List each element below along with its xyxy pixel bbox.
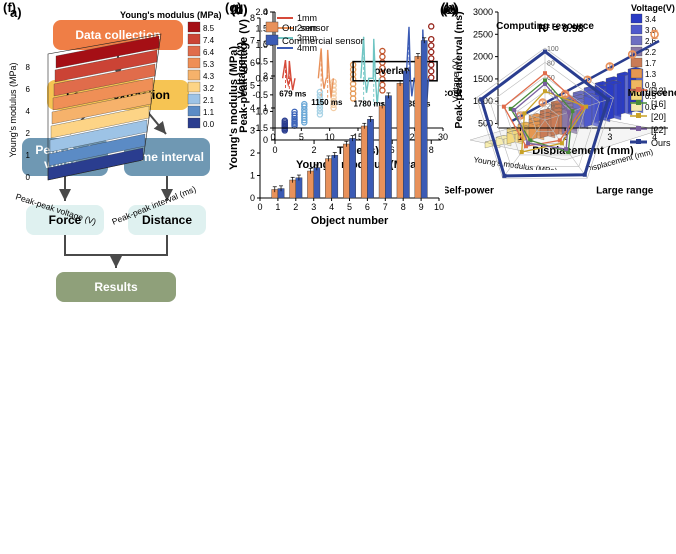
panel-h: (h) Computing resourceMultisceneLarge ra… <box>445 0 676 229</box>
fc-res: Results <box>56 272 176 302</box>
svg-text:Commercial sensor: Commercial sensor <box>282 36 364 47</box>
svg-text:Peak-peak interval (ms): Peak-peak interval (ms) <box>110 184 197 227</box>
chart-h: Computing resourceMultisceneLarge rangeS… <box>445 0 676 229</box>
svg-text:2: 2 <box>293 202 298 212</box>
svg-text:Young's modulus (MPa): Young's modulus (MPa) <box>120 10 221 20</box>
svg-text:7: 7 <box>250 36 255 46</box>
svg-text:Low cost: Low cost <box>445 88 463 99</box>
svg-text:7: 7 <box>383 202 388 212</box>
svg-text:2.1: 2.1 <box>203 96 215 105</box>
panel-label-h: (h) <box>441 0 458 15</box>
svg-text:8: 8 <box>250 13 255 23</box>
svg-text:[22]: [22] <box>651 125 666 135</box>
svg-text:5.3: 5.3 <box>203 60 215 69</box>
svg-text:3: 3 <box>311 202 316 212</box>
svg-text:80: 80 <box>547 60 555 67</box>
svg-text:3: 3 <box>250 126 255 136</box>
svg-text:1: 1 <box>250 171 255 181</box>
svg-text:Peak-peak voltage (V): Peak-peak voltage (V) <box>14 191 97 227</box>
svg-text:8: 8 <box>26 63 31 72</box>
panel-g: (g) 0 1 2 3 4 5 6 7 8 9 10 0 1 2 3 4 5 6 7 8 Object number Yo… <box>225 0 445 229</box>
svg-text:Computing resource: Computing resource <box>496 21 594 32</box>
svg-text:Self-power: Self-power <box>445 185 494 196</box>
svg-text:0: 0 <box>257 202 262 212</box>
svg-text:5: 5 <box>347 202 352 212</box>
svg-text:6: 6 <box>365 202 370 212</box>
svg-text:100: 100 <box>547 46 559 53</box>
chart-f: Young's modulus (MPa) Peak-peak voltage (… <box>0 0 225 229</box>
svg-text:Object number: Object number <box>311 215 389 227</box>
svg-text:Large range: Large range <box>596 185 654 196</box>
svg-text:[20]: [20] <box>651 112 666 122</box>
panel-f: (f) Young's modulus (MPa) Peak-peak volta… <box>0 0 225 229</box>
svg-text:1.1: 1.1 <box>203 108 215 117</box>
svg-text:0: 0 <box>250 193 255 203</box>
svg-text:6: 6 <box>250 58 255 68</box>
svg-text:Ours: Ours <box>651 138 671 148</box>
svg-text:4.3: 4.3 <box>203 72 215 81</box>
svg-text:2: 2 <box>250 148 255 158</box>
svg-text:1: 1 <box>26 151 31 160</box>
chart-g: 0 1 2 3 4 5 6 7 8 9 10 0 1 2 3 4 5 6 7 8 Object number Young'… <box>225 0 445 229</box>
svg-text:4: 4 <box>26 107 31 116</box>
svg-text:[13]: [13] <box>651 86 666 96</box>
svg-text:8: 8 <box>401 202 406 212</box>
svg-text:20: 20 <box>547 104 555 111</box>
svg-text:7.4: 7.4 <box>203 36 215 45</box>
svg-text:0.0: 0.0 <box>203 120 215 129</box>
svg-text:9: 9 <box>419 202 424 212</box>
panel-label-g: (g) <box>225 0 242 15</box>
svg-text:Young's modulus (MPa): Young's modulus (MPa) <box>8 63 18 158</box>
svg-text:6: 6 <box>26 85 31 94</box>
svg-text:Young's modulus (MPa): Young's modulus (MPa) <box>228 46 240 170</box>
svg-text:2: 2 <box>26 129 31 138</box>
svg-text:10: 10 <box>434 202 444 212</box>
svg-text:3.2: 3.2 <box>203 84 215 93</box>
panel-label-f: (f) <box>3 0 16 15</box>
svg-text:1: 1 <box>275 202 280 212</box>
svg-text:6.4: 6.4 <box>203 48 215 57</box>
svg-text:0: 0 <box>26 173 31 182</box>
svg-text:8.5: 8.5 <box>203 24 215 33</box>
svg-text:5: 5 <box>250 81 255 91</box>
svg-text:4: 4 <box>250 103 255 113</box>
svg-text:Our sensor: Our sensor <box>282 23 329 34</box>
svg-text:4: 4 <box>329 202 334 212</box>
svg-text:[16]: [16] <box>651 99 666 109</box>
